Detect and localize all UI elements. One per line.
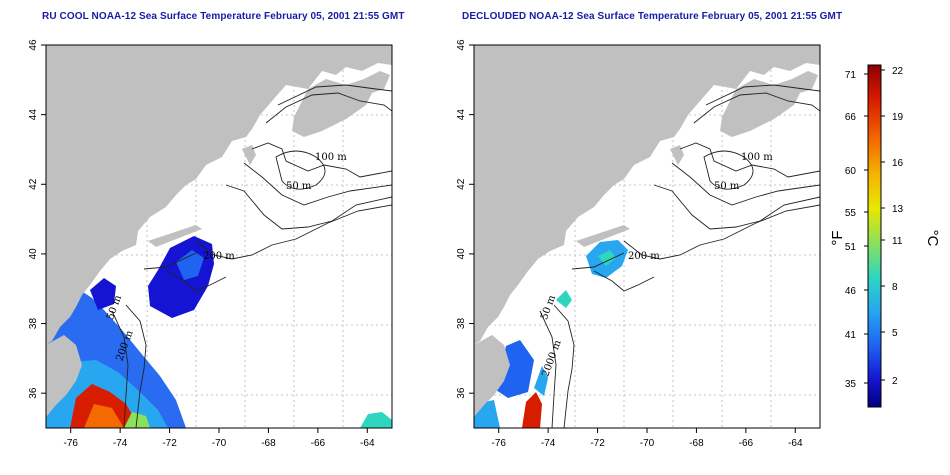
lat-tick-label: 40 (28, 248, 39, 260)
lon-tick-label: -64 (788, 438, 803, 449)
f-tick-label: 46 (845, 286, 857, 297)
c-tick-label: 2 (892, 376, 898, 387)
celsius-label: °C (924, 230, 941, 247)
map-axes: -76 -74 -72 -70 -68 -66 -64 36 38 40 42 44 46 -76 -74 -… (28, 39, 803, 449)
c-tick-label: 22 (892, 66, 904, 77)
lon-tick-label: -70 (212, 438, 227, 449)
c-tick-label: 19 (892, 112, 904, 123)
lon-tick-label: -74 (541, 438, 556, 449)
f-tick-label: 51 (845, 242, 857, 253)
lon-tick-label: -68 (689, 438, 704, 449)
fahrenheit-label: °F (829, 230, 846, 245)
lat-tick-label: 38 (456, 318, 467, 330)
map-panel-right: 100 m 50 m 200 m 50 m 2000 m (473, 44, 821, 429)
contour-label-left-1: 100 m (315, 152, 347, 163)
lat-tick-label: 42 (28, 178, 39, 190)
colorbar-ticks: 71 66 60 55 51 46 41 35 22 19 16 13 11 8 5 2 (845, 66, 904, 390)
lon-tick-label: -76 (491, 438, 506, 449)
lat-tick-label: 36 (456, 387, 467, 399)
map-panel-left: 100 m 50 m 200 m 50 m 200 m (45, 44, 393, 429)
contour-label-right-3: 200 m (628, 251, 660, 262)
c-tick-label: 11 (892, 236, 903, 247)
f-tick-label: 41 (845, 330, 857, 341)
c-tick-label: 8 (892, 282, 898, 293)
f-tick-label: 60 (845, 166, 857, 177)
c-tick-label: 5 (892, 328, 898, 339)
lat-tick-label: 44 (456, 109, 467, 121)
contour-label-right-2: 50 m (714, 181, 740, 192)
lon-tick-label: -68 (261, 438, 276, 449)
map-title-right: DECLOUDED NOAA-12 Sea Surface Temperatur… (462, 11, 843, 22)
map-title-left: RU COOL NOAA-12 Sea Surface Temperature … (42, 11, 405, 22)
f-tick-label: 66 (845, 112, 857, 123)
lat-tick-label: 36 (28, 387, 39, 399)
lat-tick-label: 44 (28, 109, 39, 121)
lon-tick-label: -72 (162, 438, 177, 449)
lon-tick-label: -76 (63, 438, 78, 449)
c-tick-label: 13 (892, 204, 904, 215)
lat-tick-label: 40 (456, 248, 467, 260)
lon-tick-label: -64 (360, 438, 375, 449)
contour-label-left-3: 200 m (203, 251, 235, 262)
lon-tick-label: -74 (113, 438, 128, 449)
contour-label-right-1: 100 m (741, 152, 773, 163)
lon-tick-label: -66 (311, 438, 326, 449)
lat-tick-label: 46 (28, 39, 39, 51)
contour-label-left-2: 50 m (286, 181, 312, 192)
lon-tick-label: -66 (739, 438, 754, 449)
f-tick-label: 55 (845, 208, 857, 219)
lon-tick-label: -70 (640, 438, 655, 449)
lat-tick-label: 38 (28, 318, 39, 330)
c-tick-label: 16 (892, 158, 904, 169)
lon-tick-label: -72 (590, 438, 605, 449)
f-tick-label: 35 (845, 379, 857, 390)
lat-tick-label: 46 (456, 39, 467, 51)
lat-tick-label: 42 (456, 178, 467, 190)
colorbar-gradient (867, 64, 882, 408)
f-tick-label: 71 (845, 70, 857, 81)
colorbar: 71 66 60 55 51 46 41 35 22 19 16 13 11 8 5 2 °F °C (829, 64, 941, 408)
